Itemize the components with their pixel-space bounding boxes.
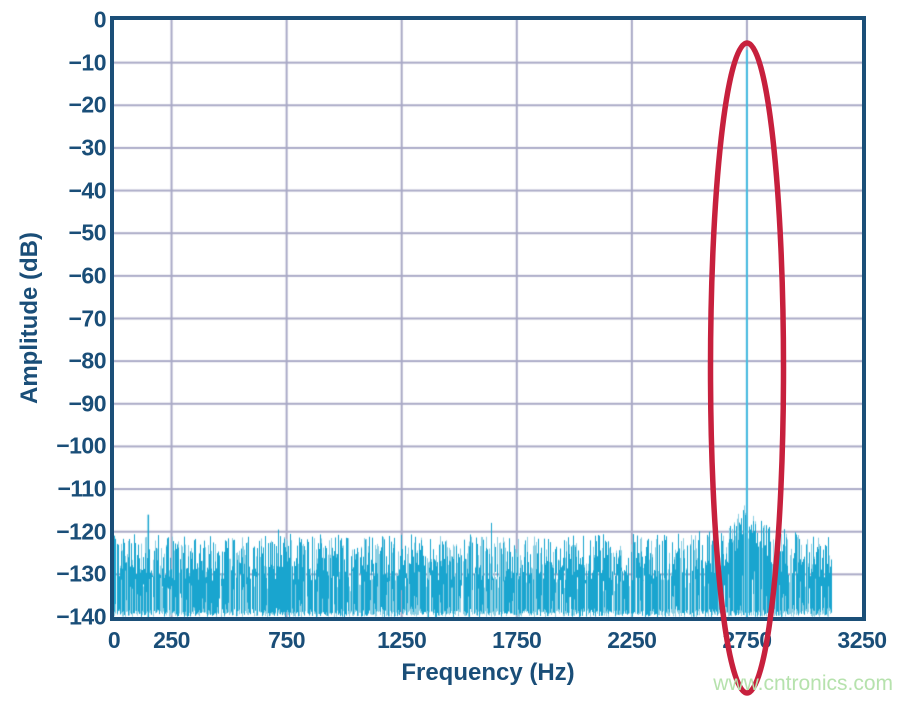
y-tick-label: −60 xyxy=(68,262,106,289)
x-tick-label: 1250 xyxy=(377,627,427,653)
plot-area xyxy=(110,16,866,621)
y-tick-label: −100 xyxy=(56,432,106,459)
y-tick-label: −120 xyxy=(56,518,106,545)
y-tick-label: −40 xyxy=(68,177,106,204)
y-tick-label: −70 xyxy=(68,305,106,331)
y-tick-label: −10 xyxy=(68,49,106,76)
x-tick-label: 250 xyxy=(153,627,190,653)
y-tick-label: −130 xyxy=(56,560,106,587)
x-tick-label: 1750 xyxy=(492,627,542,653)
y-tick-label: −90 xyxy=(68,390,106,417)
y-axis-title: Amplitude (dB) xyxy=(16,232,43,404)
x-tick-label: 3250 xyxy=(837,627,887,653)
y-tick-label: −80 xyxy=(68,347,106,374)
y-tick-label: −110 xyxy=(57,475,106,502)
x-tick-label: 750 xyxy=(268,627,306,653)
watermark-text: www.cntronics.com xyxy=(713,672,893,695)
x-axis-title: Frequency (Hz) xyxy=(401,659,575,686)
y-tick-label: −140 xyxy=(56,603,106,630)
y-tick-label: 0 xyxy=(93,6,107,33)
x-tick-label: 0 xyxy=(107,627,121,653)
x-tick-label: 2250 xyxy=(607,627,657,653)
y-tick-label: −50 xyxy=(68,219,106,246)
y-tick-label: −20 xyxy=(68,91,106,118)
spectrum-plot-canvas xyxy=(114,20,862,617)
y-tick-label: −30 xyxy=(68,134,106,161)
x-tick-label: 2750 xyxy=(722,627,772,653)
